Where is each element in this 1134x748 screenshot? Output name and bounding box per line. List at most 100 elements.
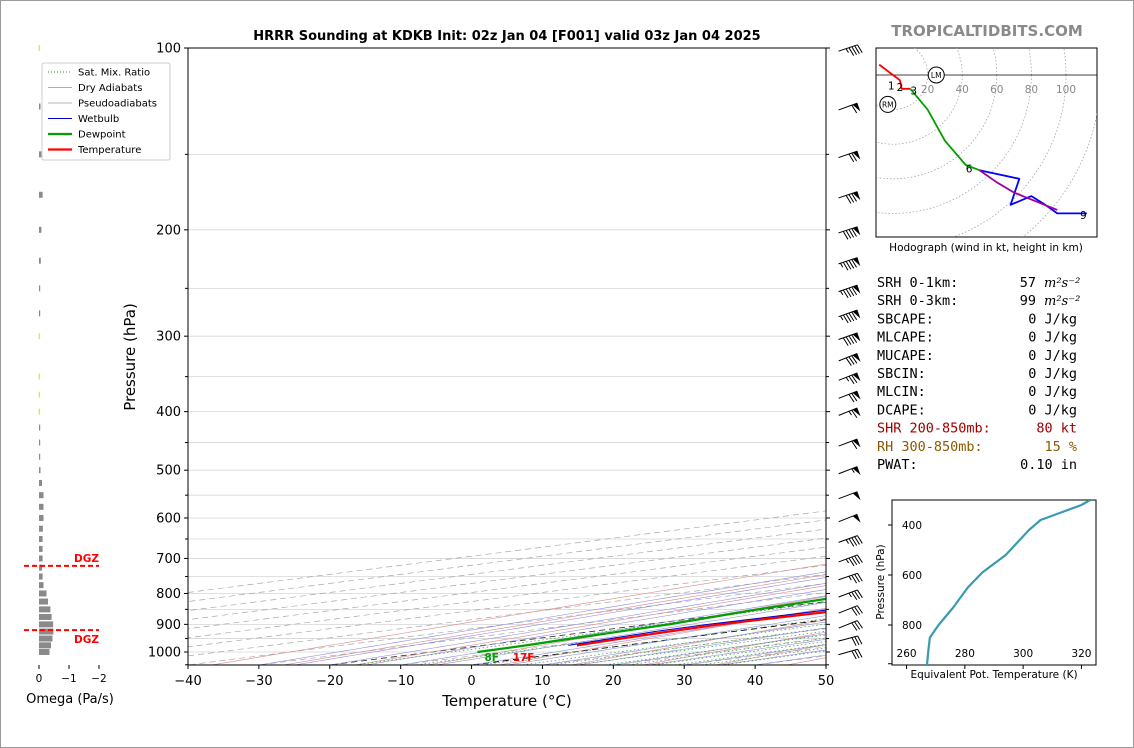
- wind-barb-full: [854, 536, 860, 545]
- omega-bar: [39, 621, 54, 628]
- wind-barb-full: [851, 556, 858, 566]
- wind-barb-flag: [852, 257, 861, 267]
- skewt-y-axis-label: Pressure (hPa): [121, 303, 139, 411]
- wind-barb-full: [854, 574, 860, 583]
- wind-barb-full: [851, 104, 858, 114]
- isotherm-line: [188, 546, 826, 630]
- skewt-axes: −40 −30 −20 −10 0 10 20 30 40 50 100 200 300 400 500 60…: [148, 42, 834, 690]
- hodograph-height-label: 6: [966, 163, 973, 175]
- wind-barb-full: [856, 620, 863, 629]
- omega-bar: [38, 333, 40, 340]
- omega-bar: [39, 628, 54, 635]
- legend-entry-label: Temperature: [77, 145, 141, 156]
- omega-bar: [39, 479, 42, 486]
- y-tick-label: 400: [156, 405, 181, 420]
- theta-e-x-tick-label: 260: [897, 648, 917, 660]
- index-label: DCAPE:: [877, 402, 926, 418]
- mixing-ratio-line: [355, 601, 826, 665]
- wind-barb-shaft: [838, 635, 858, 642]
- wind-barb-full: [851, 193, 857, 202]
- wind-barb-full: [845, 357, 852, 366]
- omega-bar: [39, 598, 48, 605]
- wind-barb-full: [851, 374, 858, 384]
- wind-barb-full: [856, 605, 863, 614]
- omega-tick-label: 0: [36, 673, 43, 685]
- wind-barb-full: [848, 375, 855, 385]
- wind-barb-flag: [852, 191, 861, 201]
- theta-e-frame: [891, 499, 1097, 666]
- wind-barb: [838, 191, 861, 204]
- wind-barb-flag: [852, 491, 861, 501]
- index-value: 0 J/kg: [1028, 311, 1077, 327]
- wind-barb-full: [848, 287, 855, 297]
- wind-barb-full: [856, 535, 863, 544]
- wind-barb-shaft: [838, 648, 858, 656]
- wind-barb-flag: [852, 514, 861, 523]
- wind-barb-half: [848, 575, 852, 581]
- omega-bar: [39, 642, 51, 649]
- pseudoadiabat-line: [437, 602, 826, 665]
- hodograph-ring-label: 60: [990, 84, 1003, 96]
- theta-e-x-tick-label: 320: [1071, 648, 1091, 660]
- theta-e-y-tick-label: 400: [902, 520, 922, 532]
- wind-barb-full: [856, 554, 863, 563]
- wind-barb-full: [856, 589, 863, 598]
- index-unit: m²s⁻²: [1044, 276, 1080, 291]
- dry-adiabat-line: [572, 619, 826, 665]
- omega-bar: [39, 573, 43, 580]
- wind-barb-full: [857, 573, 863, 582]
- omega-bar: [38, 373, 40, 380]
- wind-barb-shaft: [838, 407, 858, 416]
- wind-barb-shaft: [838, 257, 858, 265]
- wind-barb-half: [851, 468, 855, 473]
- index-value: 0 J/kg: [1028, 330, 1077, 346]
- theta-e-y-axis-label: Pressure (hPa): [875, 544, 887, 619]
- wind-barb-full: [851, 650, 857, 660]
- wind-barb-full: [845, 336, 852, 345]
- index-label: SHR 200-850mb:: [877, 421, 991, 437]
- omega-bar: [38, 391, 40, 398]
- x-tick-label: 0: [467, 674, 475, 689]
- x-tick-label: 10: [534, 674, 551, 689]
- skewt-legend: Sat. Mix. Ratio Dry Adiabats Pseudoadiabat…: [41, 62, 171, 161]
- wind-barb-full: [857, 44, 863, 54]
- wind-barb-full: [854, 45, 860, 54]
- wind-barb-shaft: [838, 572, 858, 581]
- wind-barb-full: [857, 649, 863, 658]
- hodograph-ring-label: 40: [956, 84, 969, 96]
- wind-barb: [838, 332, 861, 346]
- wind-barb: [838, 407, 861, 419]
- hodograph-ring-label: 80: [1025, 84, 1038, 96]
- omega-axis-label: Omega (Pa/s): [26, 692, 114, 707]
- indices-panel: SRH 0-1km: 57 m²s⁻² SRH 0-3km: 99 m²s⁻² SBCAPE…: [877, 275, 1080, 473]
- y-tick-label: 700: [156, 552, 181, 567]
- omega-bar: [39, 555, 43, 562]
- hodograph-panel: 20 40 60 80 100 LM RM 1 2 3 6 9: [875, 47, 1098, 238]
- x-tick-label: 30: [676, 674, 693, 689]
- y-tick-label: 1000: [148, 646, 181, 661]
- wind-barb-full: [851, 574, 858, 584]
- omega-bar: [39, 103, 41, 110]
- x-tick-label: −40: [174, 674, 201, 689]
- wind-barb-full: [851, 311, 858, 321]
- index-label: MUCAPE:: [877, 348, 934, 364]
- wind-barb: [838, 535, 863, 547]
- isotherm-line: [188, 510, 826, 593]
- wind-barb-shaft: [838, 554, 858, 563]
- wind-barb-full: [848, 538, 855, 547]
- wind-barb-full: [845, 313, 852, 323]
- index-value: 99: [1020, 293, 1036, 309]
- storm-motion-marker: [879, 95, 897, 113]
- index-label: SBCAPE:: [877, 311, 934, 327]
- omega-panel: DGZ DGZ 0 −1 −2: [24, 45, 107, 685]
- wind-barb: [838, 372, 861, 385]
- wind-barb-half: [840, 315, 844, 321]
- wind-barb-shaft: [838, 589, 858, 598]
- wind-barb-full: [851, 355, 858, 364]
- x-tick-label: 50: [818, 674, 835, 689]
- wind-barb-full: [842, 314, 849, 324]
- hodograph-trace: [978, 169, 1058, 211]
- wind-barb-shaft: [838, 191, 858, 199]
- wind-barb: [838, 635, 863, 646]
- y-tick-label: 300: [156, 330, 181, 345]
